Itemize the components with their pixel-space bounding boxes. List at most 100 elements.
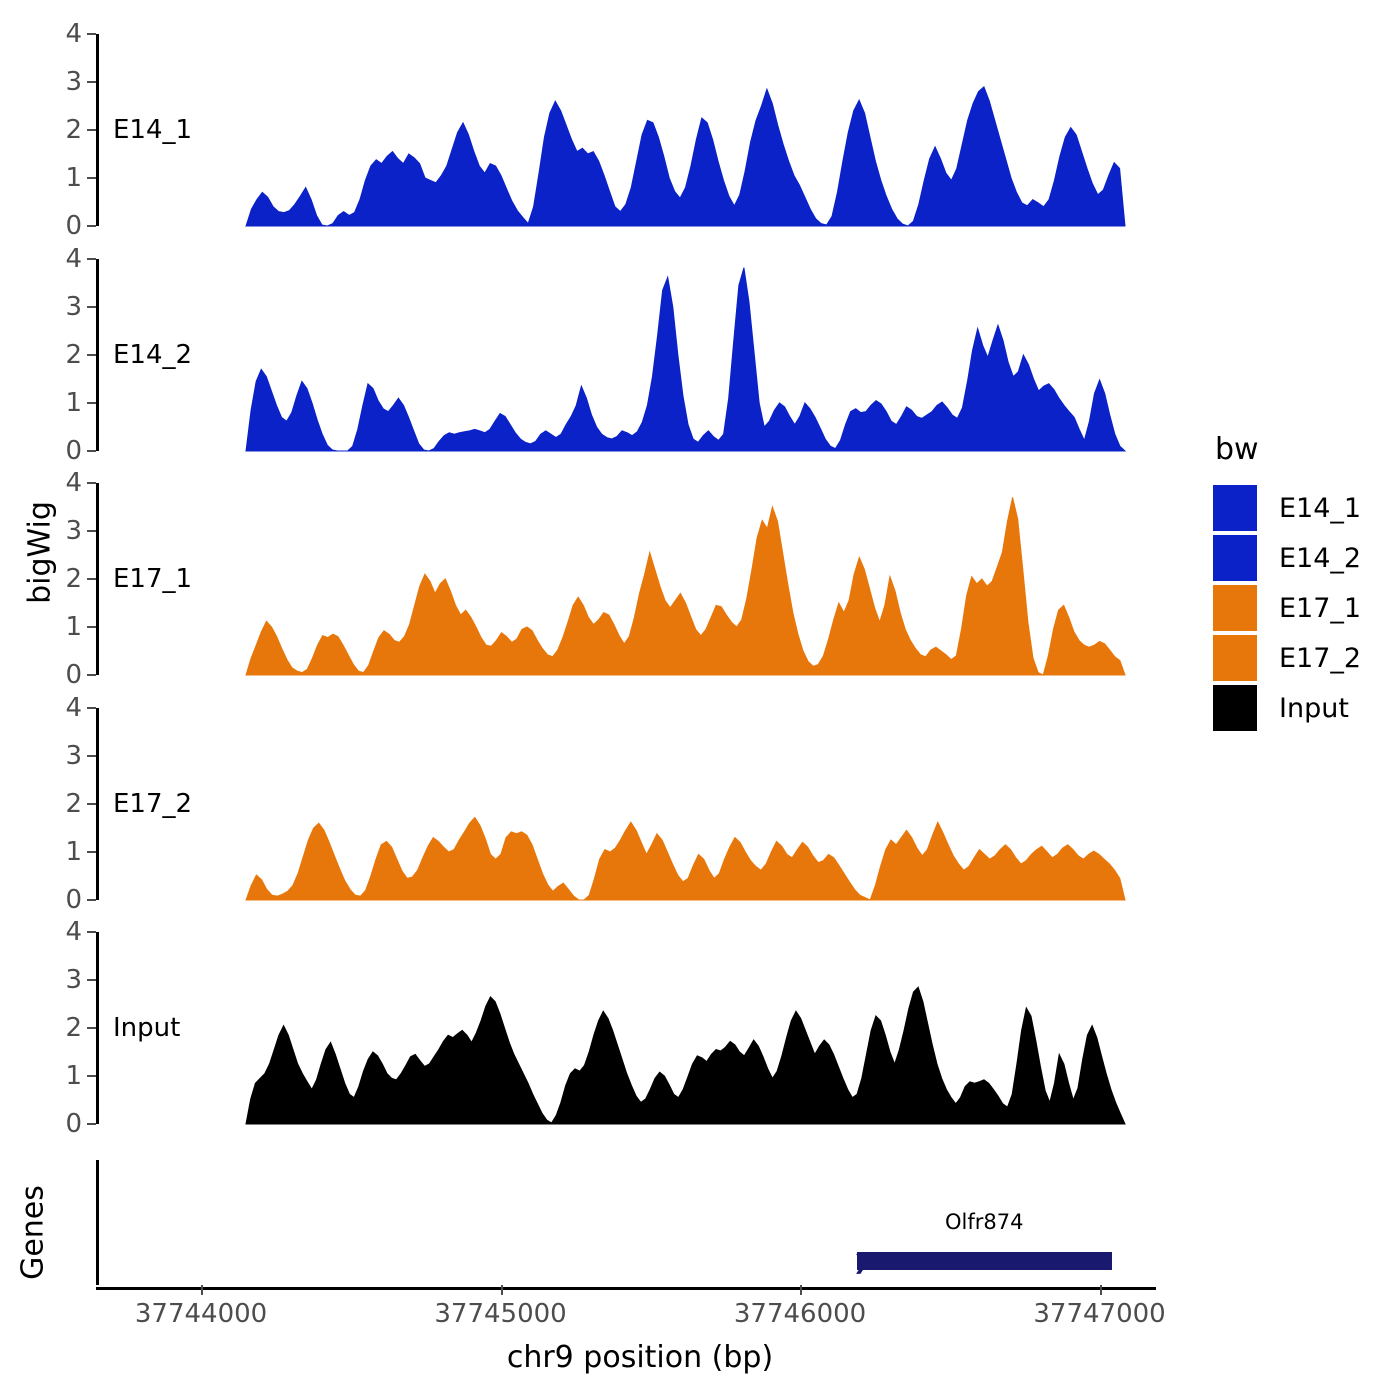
y-tick-label: 3 bbox=[65, 740, 82, 771]
genes-track-panel: ❯ Olfr874 bbox=[96, 1160, 1136, 1285]
y-tick-label: 3 bbox=[65, 965, 82, 995]
y-tick bbox=[87, 898, 96, 901]
y-tick bbox=[87, 754, 96, 757]
track-area-e14_2 bbox=[245, 267, 1127, 452]
y-tick bbox=[87, 674, 96, 676]
y-tick bbox=[87, 1075, 96, 1077]
y-tick-label: 4 bbox=[65, 917, 82, 947]
y-tick-label: 4 bbox=[65, 692, 82, 723]
x-tick bbox=[800, 1285, 803, 1295]
x-tick bbox=[201, 1285, 204, 1295]
y-tick bbox=[87, 578, 96, 580]
y-tick-label: 1 bbox=[65, 163, 82, 193]
y-tick bbox=[87, 401, 96, 404]
y-tick-label: 2 bbox=[65, 788, 82, 819]
legend-label: E17_1 bbox=[1279, 592, 1362, 624]
y-tick bbox=[87, 305, 96, 308]
y-tick-label: 1 bbox=[65, 1061, 82, 1091]
legend-item-e14_1[interactable]: E14_1 bbox=[1213, 483, 1393, 533]
legend-title: bw bbox=[1215, 432, 1259, 467]
genes-axis-line bbox=[96, 1160, 99, 1285]
track-panel-e17_2: 0 1 2 3 4 E17_2 bbox=[65, 695, 1136, 913]
track-label-input: Input bbox=[113, 1013, 181, 1043]
legend-swatch bbox=[1213, 585, 1257, 631]
x-axis: 37744000 37745000 37746000 37747000 bbox=[96, 1285, 1166, 1345]
y-tick-label: 1 bbox=[65, 836, 82, 867]
legend-swatch bbox=[1213, 485, 1257, 531]
track-area-input bbox=[245, 986, 1126, 1125]
track-label-e14_1: E14_1 bbox=[113, 115, 193, 145]
legend-swatch bbox=[1213, 535, 1257, 581]
y-tick-label: 2 bbox=[65, 115, 82, 145]
track-area-e17_2 bbox=[245, 816, 1126, 901]
track-panel-e14_1: 0 1 2 3 4 E14_1 bbox=[65, 21, 1136, 239]
y-tick bbox=[87, 1123, 96, 1125]
gene-body[interactable] bbox=[856, 1252, 1112, 1270]
y-tick bbox=[87, 979, 96, 981]
legend-label: E17_2 bbox=[1279, 642, 1362, 674]
y-axis-line bbox=[96, 34, 99, 226]
y-tick-label: 4 bbox=[65, 243, 82, 274]
y-tick-label: 4 bbox=[65, 468, 82, 498]
y-tick-label: 3 bbox=[65, 516, 82, 546]
y-tick-label: 2 bbox=[65, 339, 82, 370]
track-area-e17_1 bbox=[245, 497, 1126, 676]
y-tick-label: 2 bbox=[65, 564, 82, 594]
legend-item-e17_2[interactable]: E17_2 bbox=[1213, 633, 1393, 683]
legend-item-e17_1[interactable]: E17_1 bbox=[1213, 583, 1393, 633]
y-axis-line bbox=[96, 707, 99, 900]
y-tick bbox=[87, 482, 96, 484]
y-tick bbox=[87, 1027, 96, 1029]
legend: bw E14_1 E14_2 E17_1 E17_2 Input bbox=[1213, 432, 1393, 733]
y-tick bbox=[87, 931, 96, 933]
y-tick bbox=[87, 177, 96, 179]
legend-label: Input bbox=[1279, 692, 1349, 724]
legend-items: E14_1 E14_2 E17_1 E17_2 Input bbox=[1213, 483, 1393, 733]
legend-label: E14_1 bbox=[1279, 492, 1362, 524]
y-tick bbox=[87, 706, 96, 709]
track-area-e14_1 bbox=[245, 85, 1126, 227]
x-tick-label: 37745000 bbox=[434, 1299, 567, 1329]
y-tick-label: 1 bbox=[65, 612, 82, 642]
y-axis-line bbox=[96, 258, 99, 451]
y-tick-label: 2 bbox=[65, 1013, 82, 1043]
track-panel-e14_2: 0 1 2 3 4 E14_2 bbox=[65, 246, 1136, 464]
x-tick bbox=[500, 1285, 503, 1295]
y-tick bbox=[87, 353, 96, 356]
y-tick bbox=[87, 257, 96, 260]
legend-label: E14_2 bbox=[1279, 542, 1362, 574]
legend-item-e14_2[interactable]: E14_2 bbox=[1213, 533, 1393, 583]
y-axis-line bbox=[96, 483, 99, 675]
x-tick-label: 37747000 bbox=[1033, 1299, 1166, 1329]
legend-swatch bbox=[1213, 635, 1257, 681]
gene-label: Olfr874 bbox=[944, 1210, 1024, 1234]
y-tick bbox=[87, 449, 96, 452]
legend-item-input[interactable]: Input bbox=[1213, 683, 1393, 733]
x-tick-label: 37746000 bbox=[733, 1299, 867, 1329]
x-tick bbox=[1099, 1285, 1102, 1295]
y-tick-label: 0 bbox=[65, 1109, 82, 1139]
y-tick-label: 0 bbox=[65, 884, 82, 915]
y-tick-label: 4 bbox=[65, 19, 82, 49]
y-tick bbox=[87, 81, 96, 83]
x-axis-line bbox=[96, 1287, 1156, 1290]
y-tick-label: 3 bbox=[65, 67, 82, 97]
y-tick-label: 1 bbox=[65, 387, 82, 418]
y-tick-label: 0 bbox=[65, 660, 82, 690]
legend-swatch bbox=[1213, 685, 1257, 731]
track-panel-input: 0 1 2 3 4 Input bbox=[65, 919, 1136, 1137]
y-tick-label: 3 bbox=[65, 291, 82, 322]
y-tick bbox=[87, 225, 96, 227]
track-label-e17_2: E17_2 bbox=[113, 788, 193, 819]
y-tick bbox=[87, 129, 96, 131]
y-axis-title-genes: Genes bbox=[15, 1185, 51, 1280]
track-panel-e17_1: 0 1 2 3 4 E17_1 bbox=[65, 470, 1136, 688]
y-tick bbox=[87, 802, 96, 805]
track-label-e14_2: E14_2 bbox=[113, 339, 193, 370]
track-label-e17_1: E17_1 bbox=[113, 564, 193, 594]
y-tick-label: 0 bbox=[65, 211, 82, 241]
y-axis-line bbox=[96, 932, 99, 1124]
y-tick bbox=[87, 33, 96, 35]
x-tick-label: 37744000 bbox=[134, 1299, 268, 1329]
y-tick bbox=[87, 530, 96, 532]
